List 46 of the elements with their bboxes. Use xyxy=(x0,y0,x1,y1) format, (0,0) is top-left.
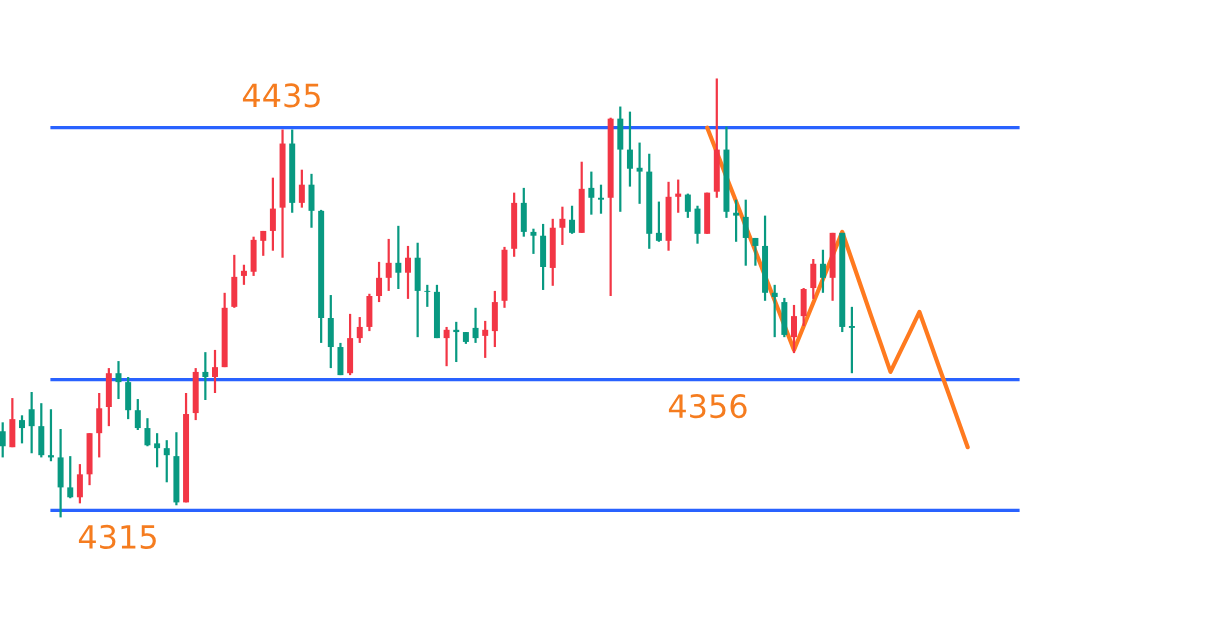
candlestick xyxy=(260,229,267,257)
ref-line-label: 4356 xyxy=(668,394,747,419)
candlestick xyxy=(76,463,83,505)
candlestick xyxy=(569,204,576,235)
candlestick xyxy=(684,192,691,219)
candlestick xyxy=(0,421,6,459)
candlestick xyxy=(752,236,759,267)
candlestick xyxy=(443,325,450,368)
candlestick xyxy=(298,168,305,209)
candlestick xyxy=(733,198,740,243)
candlestick xyxy=(791,303,797,355)
candlestick xyxy=(19,414,25,445)
candlestick xyxy=(655,200,662,243)
candlestick xyxy=(376,260,383,304)
candlestick xyxy=(67,455,74,500)
candlestick xyxy=(559,205,566,247)
candlestick xyxy=(636,141,643,205)
candlestick xyxy=(848,305,855,375)
candlestick xyxy=(588,170,595,216)
candlestick xyxy=(240,263,247,286)
candlestick xyxy=(28,390,35,455)
candlestick xyxy=(356,315,363,345)
candlestick xyxy=(202,351,209,402)
candlestick xyxy=(405,244,411,300)
candlestick xyxy=(385,237,392,293)
candlestick xyxy=(482,319,489,359)
candlestick xyxy=(154,432,161,469)
candlestick xyxy=(675,178,682,214)
candlestick xyxy=(598,183,604,215)
candlestick xyxy=(472,306,479,345)
candlestick xyxy=(819,248,826,294)
candlestick xyxy=(212,348,218,395)
candlestick xyxy=(163,439,170,484)
candlestick xyxy=(626,110,633,188)
candlestick xyxy=(144,417,151,448)
candlestick xyxy=(269,176,276,252)
candlestick xyxy=(530,227,537,256)
candlestick xyxy=(424,283,431,308)
candlestick xyxy=(742,198,749,267)
ref-line-label: 4315 xyxy=(78,524,156,549)
candlestick xyxy=(134,397,141,432)
candlestick xyxy=(47,408,54,463)
candlestick xyxy=(453,320,460,364)
candlestick xyxy=(395,224,402,291)
ref-line-label: 4435 xyxy=(242,83,320,108)
candlestick xyxy=(771,283,778,339)
